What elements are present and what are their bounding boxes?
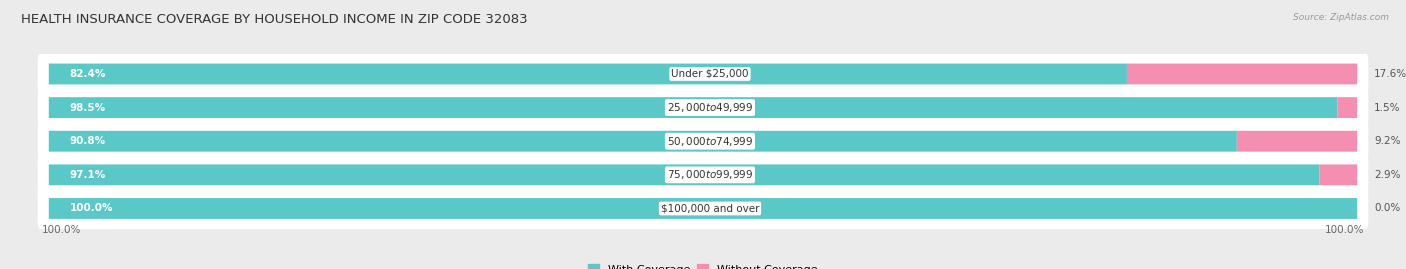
Text: $50,000 to $74,999: $50,000 to $74,999 [666,135,754,148]
Text: HEALTH INSURANCE COVERAGE BY HOUSEHOLD INCOME IN ZIP CODE 32083: HEALTH INSURANCE COVERAGE BY HOUSEHOLD I… [21,13,527,26]
FancyBboxPatch shape [49,164,1319,185]
Text: 98.5%: 98.5% [70,102,105,113]
Text: $100,000 and over: $100,000 and over [661,203,759,214]
Text: 17.6%: 17.6% [1374,69,1406,79]
FancyBboxPatch shape [1128,63,1357,84]
FancyBboxPatch shape [49,198,1357,219]
FancyBboxPatch shape [49,131,1237,152]
Text: Source: ZipAtlas.com: Source: ZipAtlas.com [1294,13,1389,22]
FancyBboxPatch shape [1337,97,1357,118]
Text: 82.4%: 82.4% [70,69,105,79]
Text: $75,000 to $99,999: $75,000 to $99,999 [666,168,754,181]
Text: 100.0%: 100.0% [42,225,82,235]
FancyBboxPatch shape [38,52,1368,96]
FancyBboxPatch shape [38,119,1368,163]
Text: 1.5%: 1.5% [1374,102,1400,113]
Text: 100.0%: 100.0% [1324,225,1364,235]
Text: Under $25,000: Under $25,000 [671,69,749,79]
Text: 2.9%: 2.9% [1374,170,1400,180]
Text: 90.8%: 90.8% [70,136,105,146]
FancyBboxPatch shape [1237,131,1357,152]
FancyBboxPatch shape [49,97,1337,118]
Text: 0.0%: 0.0% [1374,203,1400,214]
FancyBboxPatch shape [38,153,1368,197]
FancyBboxPatch shape [49,63,1128,84]
Text: $25,000 to $49,999: $25,000 to $49,999 [666,101,754,114]
Legend: With Coverage, Without Coverage: With Coverage, Without Coverage [583,260,823,269]
FancyBboxPatch shape [1319,164,1357,185]
FancyBboxPatch shape [38,187,1368,230]
Text: 100.0%: 100.0% [70,203,112,214]
Text: 9.2%: 9.2% [1374,136,1400,146]
FancyBboxPatch shape [38,86,1368,129]
Text: 97.1%: 97.1% [70,170,105,180]
